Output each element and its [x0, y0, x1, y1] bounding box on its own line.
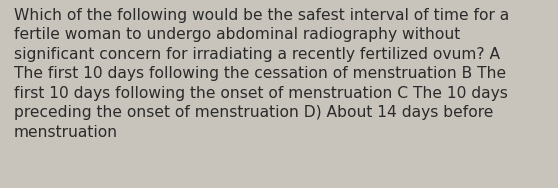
Text: Which of the following would be the safest interval of time for a
fertile woman : Which of the following would be the safe… [14, 8, 509, 140]
